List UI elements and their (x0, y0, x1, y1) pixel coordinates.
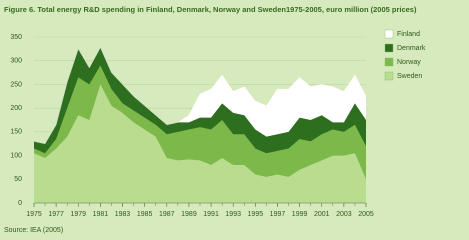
x-tick-label: 1991 (203, 211, 219, 218)
x-tick-label: 2003 (336, 211, 352, 218)
y-tick-label: 100 (10, 152, 22, 159)
x-tick-label: 1985 (137, 211, 153, 218)
legend-label: Denmark (397, 45, 426, 52)
x-tick-label: 1989 (181, 211, 197, 218)
legend-label: Sweden (397, 73, 422, 80)
area-fill (34, 47, 366, 144)
chart-title: Figure 6. Total energy R&D spending in F… (4, 5, 417, 14)
legend-swatch (384, 29, 394, 39)
y-tick-label: 350 (10, 34, 22, 41)
x-tick-label: 1999 (292, 211, 308, 218)
y-tick-label: 0 (18, 200, 22, 207)
x-tick-label: 1987 (159, 211, 175, 218)
y-tick-label: 150 (10, 129, 22, 136)
x-tick-label: 1979 (70, 211, 86, 218)
x-tick-label: 1997 (270, 211, 286, 218)
y-tick-label: 50 (14, 176, 22, 183)
source-note: Source: IEA (2005) (4, 227, 63, 234)
area-fill (34, 65, 366, 180)
x-tick-label: 1981 (93, 211, 109, 218)
legend-swatch (384, 43, 394, 53)
x-tick-label: 1977 (48, 211, 64, 218)
x-tick-label: 2001 (314, 211, 330, 218)
y-tick-label: 300 (10, 58, 22, 65)
y-tick-label: 250 (10, 81, 22, 88)
legend-swatch (384, 57, 394, 67)
x-tick-label: 1975 (26, 211, 42, 218)
legend-swatch (384, 71, 394, 81)
legend-label: Norway (397, 59, 421, 66)
x-tick-label: 1983 (115, 211, 131, 218)
x-tick-label: 2005 (358, 211, 374, 218)
y-tick-label: 200 (10, 105, 22, 112)
area-top (33, 46, 367, 144)
x-tick-label: 1995 (248, 211, 264, 218)
legend-label: Finland (397, 31, 420, 38)
x-tick-label: 1993 (225, 211, 241, 218)
area-fill (34, 84, 366, 203)
